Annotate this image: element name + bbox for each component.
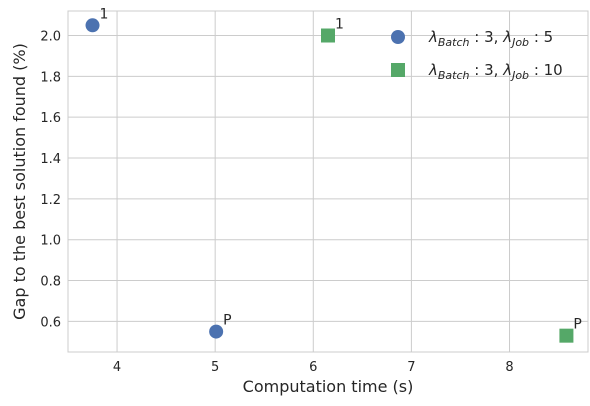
y-tick-label: 2.0	[40, 30, 61, 45]
tick-labels: 4 5 6 7 8 0.6 0.8 1.0 1.2 1.4 1.6 1.8 2.0	[40, 30, 513, 375]
x-tick-label: 6	[309, 360, 317, 375]
grid	[68, 11, 588, 352]
y-tick-label: 0.6	[40, 315, 61, 330]
y-tick-label: 1.6	[40, 111, 61, 126]
data-point-square	[559, 328, 574, 343]
plot-area	[67, 10, 589, 353]
legend: λBatch : 3, λJob : 5 λBatch : 3, λJob : 1…	[391, 28, 563, 82]
data-point-circle	[209, 324, 224, 339]
x-tick-label: 4	[113, 360, 121, 375]
point-label: P	[223, 313, 231, 329]
y-axis-label: Gap to the best solution found (%)	[10, 43, 29, 320]
y-tick-label: 1.8	[40, 70, 61, 85]
x-axis-label: Computation time (s)	[243, 377, 414, 396]
data-point-square	[321, 28, 335, 43]
y-tick-label: 1.0	[40, 234, 61, 249]
data-points: 1 P 1 P	[85, 6, 582, 343]
x-tick-label: 7	[407, 360, 415, 375]
legend-entry: λBatch : 3, λJob : 10	[428, 61, 563, 82]
y-tick-label: 1.2	[40, 193, 61, 208]
x-tick-label: 8	[505, 360, 513, 375]
legend-marker-circle	[391, 30, 405, 44]
legend-entry: λBatch : 3, λJob : 5	[428, 28, 553, 49]
point-label: P	[573, 317, 581, 333]
y-tick-label: 1.4	[40, 152, 61, 167]
point-label: 1	[100, 6, 109, 22]
x-tick-label: 5	[211, 360, 219, 375]
y-tick-label: 0.8	[40, 275, 61, 290]
data-point-circle	[85, 18, 100, 33]
point-label: 1	[335, 17, 344, 33]
legend-marker-square	[391, 63, 405, 77]
